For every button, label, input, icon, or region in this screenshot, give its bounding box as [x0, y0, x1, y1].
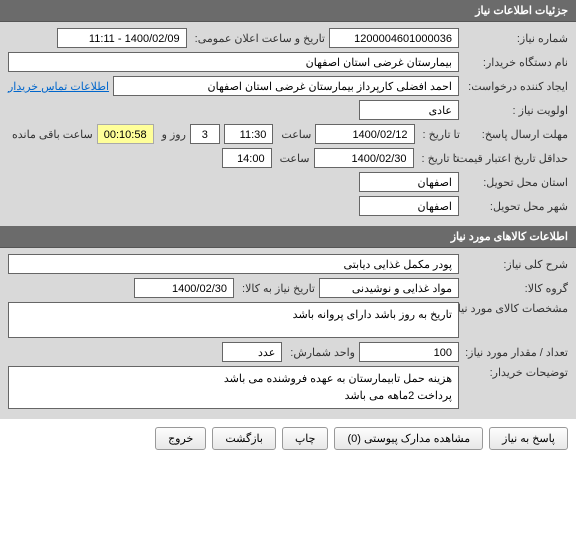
deadline-label: مهلت ارسال پاسخ: — [464, 128, 568, 141]
until-date-label: تا تاریخ : — [419, 128, 460, 141]
announce-label: تاریخ و ساعت اعلان عمومی: — [191, 32, 325, 45]
priority-field: عادی — [359, 100, 459, 120]
deliver-city-label: شهر محل تحویل: — [463, 200, 568, 213]
back-button[interactable]: بازگشت — [212, 427, 276, 450]
buyer-field: بیمارستان غرضی استان اصفهان — [8, 52, 459, 72]
need-number-field: 1200004601000036 — [329, 28, 459, 48]
section1-body: شماره نیاز: 1200004601000036 تاریخ و ساع… — [0, 22, 576, 226]
qty-field: 100 — [359, 342, 459, 362]
print-button[interactable]: چاپ — [282, 427, 329, 450]
attachments-button[interactable]: مشاهده مدارک پیوستی (0) — [334, 427, 483, 450]
buyer-label: نام دستگاه خریدار: — [463, 56, 568, 69]
need-date-label: تاریخ نیاز به کالا: — [238, 282, 315, 295]
remain-label: ساعت باقی مانده — [8, 128, 93, 141]
unit-field: عدد — [222, 342, 282, 362]
priority-label: اولویت نیاز : — [463, 104, 568, 117]
deliver-province-field: اصفهان — [359, 172, 459, 192]
spec-field: تاریخ به روز باشد دارای پروانه باشد — [8, 302, 459, 338]
unit-label: واحد شمارش: — [286, 346, 355, 359]
section2-header: اطلاعات کالاهای مورد نیاز — [0, 226, 576, 248]
until-date-field: 1400/02/12 — [315, 124, 414, 144]
deliver-province-label: استان محل تحویل: — [463, 176, 568, 189]
desc-field: پودر مکمل غذایی دیابتی — [8, 254, 459, 274]
respond-button[interactable]: پاسخ به نیاز — [489, 427, 568, 450]
deliver-city-field: اصفهان — [359, 196, 459, 216]
time-label2: ساعت — [276, 152, 310, 165]
contact-link[interactable]: اطلاعات تماس خریدار — [8, 80, 109, 93]
group-field: مواد غذایی و نوشیدنی — [319, 278, 459, 298]
notes-field: هزینه حمل تابیمارستان به عهده فروشنده می… — [8, 366, 459, 409]
need-date-field: 1400/02/30 — [134, 278, 234, 298]
credit-time-field: 14:00 — [222, 148, 272, 168]
days-field: 3 — [190, 124, 220, 144]
desc-label: شرح کلی نیاز: — [463, 258, 568, 271]
time-label: ساعت — [277, 128, 311, 141]
section1-header: جزئیات اطلاعات نیاز — [0, 0, 576, 22]
min-credit-label: حداقل تاریخ اعتبار قیمت: — [463, 152, 568, 165]
creator-label: ایجاد کننده درخواست: — [463, 80, 568, 93]
buttons-row: پاسخ به نیاز مشاهده مدارک پیوستی (0) چاپ… — [0, 419, 576, 458]
exit-button[interactable]: خروج — [155, 427, 206, 450]
qty-label: تعداد / مقدار مورد نیاز: — [463, 346, 568, 359]
need-number-label: شماره نیاز: — [463, 32, 568, 45]
days-label: روز و — [158, 128, 186, 141]
until-date2-label: تا تاریخ : — [418, 152, 459, 165]
announce-field: 1400/02/09 - 11:11 — [57, 28, 187, 48]
timer-field: 00:10:58 — [97, 124, 154, 144]
section2-body: شرح کلی نیاز: پودر مکمل غذایی دیابتی گرو… — [0, 248, 576, 419]
group-label: گروه کالا: — [463, 282, 568, 295]
spec-label: مشخصات کالای مورد نیاز: — [463, 302, 568, 315]
notes-label: توضیحات خریدار: — [463, 366, 568, 379]
creator-field: احمد افضلی کارپرداز بیمارستان غرضی استان… — [113, 76, 459, 96]
until-time-field: 11:30 — [224, 124, 274, 144]
credit-date-field: 1400/02/30 — [314, 148, 414, 168]
